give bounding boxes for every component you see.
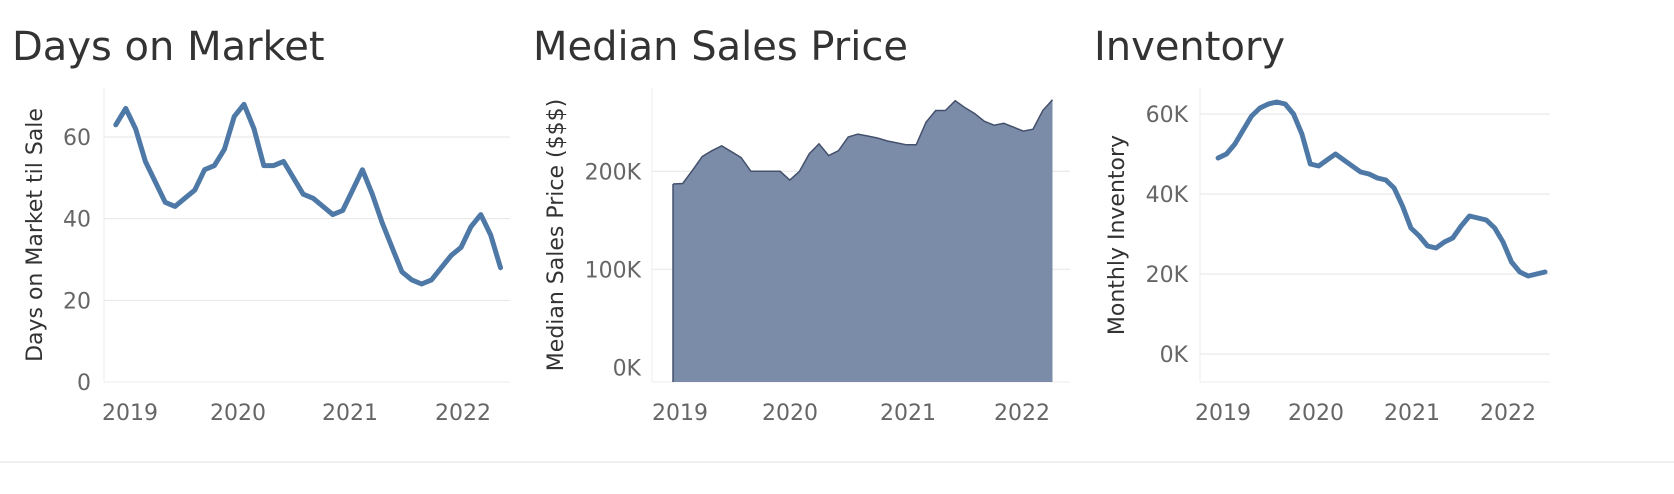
x-tick-label: 2020 xyxy=(762,401,818,426)
series-line xyxy=(1215,99,1548,279)
y-tick-label: 60 xyxy=(63,126,91,151)
y-tick-label: 60K xyxy=(1146,103,1189,128)
y-axis-label: Median Sales Price ($$$) xyxy=(544,99,569,371)
y-tick-label: 0K xyxy=(613,356,642,381)
y-tick-label: 100K xyxy=(585,258,642,283)
chart-panel-1: Days on Market Days on Market til Sale 0 20… xyxy=(12,24,510,426)
x-tick-label: 2019 xyxy=(1195,401,1251,426)
y-tick-label: 0K xyxy=(1160,343,1189,368)
y-axis-label: Days on Market til Sale xyxy=(23,108,48,362)
y-tick-label: 40K xyxy=(1146,183,1189,208)
series-area xyxy=(673,99,1053,383)
x-tick-label: 2022 xyxy=(435,401,491,426)
chart-panel-2: Median Sales Price Median Sales Price ($$… xyxy=(533,24,1070,426)
x-tick-label: 2021 xyxy=(322,401,378,426)
series-line xyxy=(113,101,503,287)
x-tick-label: 2020 xyxy=(210,401,266,426)
y-tick-label: 20 xyxy=(63,289,91,314)
chart-title: Inventory xyxy=(1094,24,1285,70)
x-tick-label: 2020 xyxy=(1288,401,1344,426)
x-tick-label: 2022 xyxy=(994,401,1050,426)
x-tick-label: 2022 xyxy=(1480,401,1536,426)
chart-title: Days on Market xyxy=(12,24,325,70)
x-tick-label: 2021 xyxy=(880,401,936,426)
y-tick-label: 20K xyxy=(1146,263,1189,288)
series-area-outline xyxy=(672,99,1054,185)
x-tick-label: 2021 xyxy=(1384,401,1440,426)
y-axis-label: Monthly Inventory xyxy=(1105,135,1130,335)
y-tick-label: 0 xyxy=(77,371,91,396)
chart-title: Median Sales Price xyxy=(533,24,908,70)
chart-panel-3: Inventory Monthly Inventory 0K 20K 40K 60K 201… xyxy=(1094,24,1550,426)
y-tick-label: 200K xyxy=(585,160,642,185)
x-tick-label: 2019 xyxy=(102,401,158,426)
x-tick-label: 2019 xyxy=(652,401,708,426)
y-tick-label: 40 xyxy=(63,208,91,233)
